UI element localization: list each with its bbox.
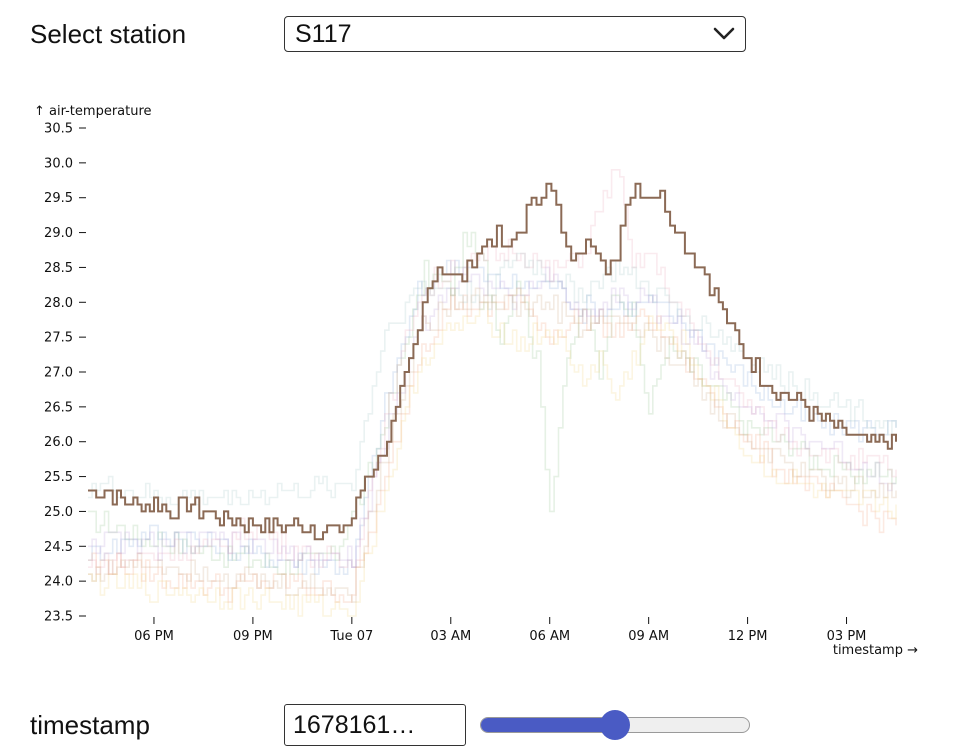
- background-series-line: [88, 169, 897, 575]
- station-select-value: S117: [295, 19, 352, 48]
- y-tick-label: 30.0: [44, 156, 73, 171]
- air-temperature-chart: ↑ air-temperature 23.5 24.0 24.5 25.0 25.5 26…: [34, 104, 918, 658]
- timestamp-label: timestamp: [30, 710, 150, 740]
- y-axis-label: ↑ air-temperature: [34, 104, 152, 119]
- station-select[interactable]: S117: [284, 16, 746, 52]
- y-tick-label: 25.5: [44, 470, 73, 485]
- y-tick-label: 24.5: [44, 540, 73, 555]
- timestamp-slider-thumb[interactable]: [600, 710, 630, 740]
- x-tick-label: 09 AM: [628, 629, 669, 644]
- background-series-line: [88, 231, 897, 575]
- x-axis-label: timestamp →: [833, 643, 918, 658]
- timestamp-input[interactable]: 1678161…: [284, 704, 466, 746]
- x-tick-label: 09 PM: [233, 629, 273, 644]
- y-tick-label: 24.0: [44, 575, 73, 590]
- background-series-line: [88, 301, 897, 617]
- highlighted-series-line: [88, 182, 897, 541]
- y-tick-label: 26.0: [44, 435, 73, 450]
- x-tick-label: 06 PM: [134, 629, 174, 644]
- x-tick-label: 06 AM: [529, 629, 570, 644]
- background-series-line: [88, 266, 896, 568]
- y-tick-label: 26.5: [44, 400, 73, 415]
- background-series-line: [88, 287, 897, 603]
- y-tick-label: 29.0: [44, 226, 73, 241]
- y-tick-label: 28.0: [44, 296, 73, 311]
- x-tick-label: 03 PM: [827, 629, 867, 644]
- x-tick-label: 03 AM: [430, 629, 471, 644]
- timestamp-row: timestamp 1678161…: [30, 704, 750, 746]
- timestamp-slider-fill: [481, 718, 616, 732]
- station-row: Select station S117: [30, 16, 746, 52]
- y-tick-label: 30.5: [44, 122, 73, 137]
- chevron-down-icon: [713, 27, 735, 40]
- y-tick-label: 23.5: [44, 610, 73, 625]
- station-label: Select station: [30, 19, 187, 49]
- timestamp-slider[interactable]: [480, 710, 750, 740]
- x-tick-label: 12 PM: [728, 629, 768, 644]
- background-series-line: [88, 287, 897, 603]
- y-axis: 23.5 24.0 24.5 25.0 25.5 26.0 26.5 27.0 27.5 28.0…: [44, 122, 86, 625]
- x-axis: 06 PM 09 PM Tue 07 03 AM 06 AM 09 AM 12 PM 03 P…: [134, 617, 866, 644]
- background-series-line: [88, 252, 897, 506]
- y-tick-label: 27.0: [44, 366, 73, 381]
- y-tick-label: 29.5: [44, 191, 73, 206]
- y-tick-label: 28.5: [44, 261, 73, 276]
- y-tick-label: 25.0: [44, 505, 73, 520]
- x-tick-label: Tue 07: [329, 629, 373, 644]
- y-tick-label: 27.5: [44, 331, 73, 346]
